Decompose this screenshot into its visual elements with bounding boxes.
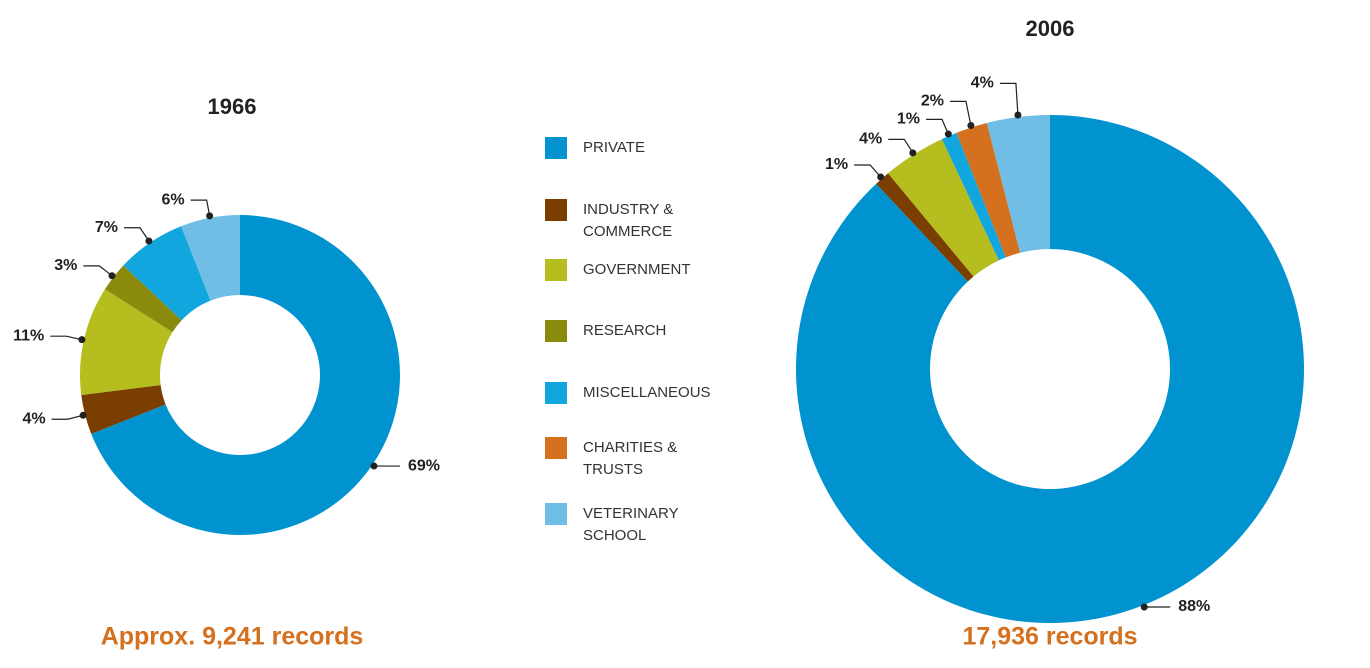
- data-label: 3%: [54, 257, 77, 274]
- leader-line: [190, 199, 211, 216]
- data-label: 11%: [13, 327, 44, 344]
- legend-item: PRIVATE: [545, 137, 723, 159]
- legend-label: GOVERNMENT: [583, 261, 691, 278]
- legend-label: INDUSTRY & COMMERCE: [583, 201, 674, 240]
- donut-slice: [941, 132, 1006, 261]
- leader-line: [83, 265, 113, 277]
- donut-slice: [796, 115, 1304, 623]
- legend-label: RESEARCH: [583, 322, 667, 339]
- chart-footer: 17,936 records: [962, 623, 1137, 651]
- donut-slice: [956, 122, 1021, 258]
- donut-slice: [181, 215, 240, 301]
- legend-swatch: [545, 259, 567, 281]
- legend-swatch: [545, 137, 567, 159]
- legend-swatch: [545, 503, 567, 525]
- donut-slice: [80, 289, 173, 396]
- data-label: 69%: [408, 457, 440, 474]
- legend-item: GOVERNMENT: [545, 259, 723, 281]
- legend-label: MISCELLANEOUS: [583, 384, 711, 401]
- leader-line: [51, 414, 84, 420]
- legend-item: VETERINARY SCHOOL: [545, 503, 723, 547]
- legend-label: VETERINARY SCHOOL: [583, 505, 679, 544]
- data-label: 4%: [22, 410, 45, 427]
- leader-line: [888, 138, 914, 154]
- legend-swatch: [545, 320, 567, 342]
- leader-dot: [909, 149, 917, 157]
- leader-dot: [78, 336, 86, 344]
- legend-swatch: [545, 382, 567, 404]
- legend-swatch: [545, 199, 567, 221]
- data-label: 7%: [95, 219, 118, 236]
- chart-footer: Approx. 9,241 records: [101, 623, 364, 651]
- leader-line: [925, 118, 949, 135]
- leader-line: [854, 164, 882, 178]
- data-label: 4%: [859, 131, 882, 148]
- legend-label: PRIVATE: [583, 139, 645, 156]
- chart-title: 2006: [1026, 16, 1075, 41]
- leader-dot: [145, 237, 153, 245]
- leader-line: [50, 335, 83, 341]
- legend-item: MISCELLANEOUS: [545, 382, 723, 404]
- leader-line: [123, 227, 150, 242]
- leader-dot: [1140, 603, 1148, 611]
- leader-dot: [1014, 111, 1022, 119]
- leader-line: [949, 100, 972, 126]
- donut-slice: [91, 215, 400, 536]
- legend-item: RESEARCH: [545, 320, 723, 342]
- data-label: 2%: [921, 93, 944, 110]
- data-label: 88%: [1178, 598, 1210, 615]
- legend-item: CHARITIES & TRUSTS: [545, 437, 723, 481]
- leader-dot: [877, 173, 885, 181]
- leader-dot: [108, 272, 116, 280]
- leader-dot: [967, 122, 975, 130]
- leader-dot: [944, 130, 952, 138]
- data-label: 1%: [825, 156, 848, 173]
- legend-item: INDUSTRY & COMMERCE: [545, 199, 723, 243]
- donut-slice: [986, 115, 1050, 253]
- leader-line: [999, 82, 1019, 116]
- donut-slice: [888, 139, 999, 277]
- leader-dot: [206, 212, 214, 220]
- donut-slice: [104, 265, 182, 333]
- donut-slice: [123, 226, 211, 321]
- chart-title: 1966: [208, 94, 257, 119]
- donut-slice: [81, 385, 166, 434]
- data-label: 6%: [162, 191, 185, 208]
- data-label: 4%: [971, 75, 994, 92]
- leader-dot: [370, 462, 378, 470]
- leader-dot: [79, 411, 87, 419]
- data-label: 1%: [897, 111, 920, 128]
- legend-swatch: [545, 437, 567, 459]
- donut-slice: [876, 173, 974, 282]
- legend-label: CHARITIES & TRUSTS: [583, 439, 678, 478]
